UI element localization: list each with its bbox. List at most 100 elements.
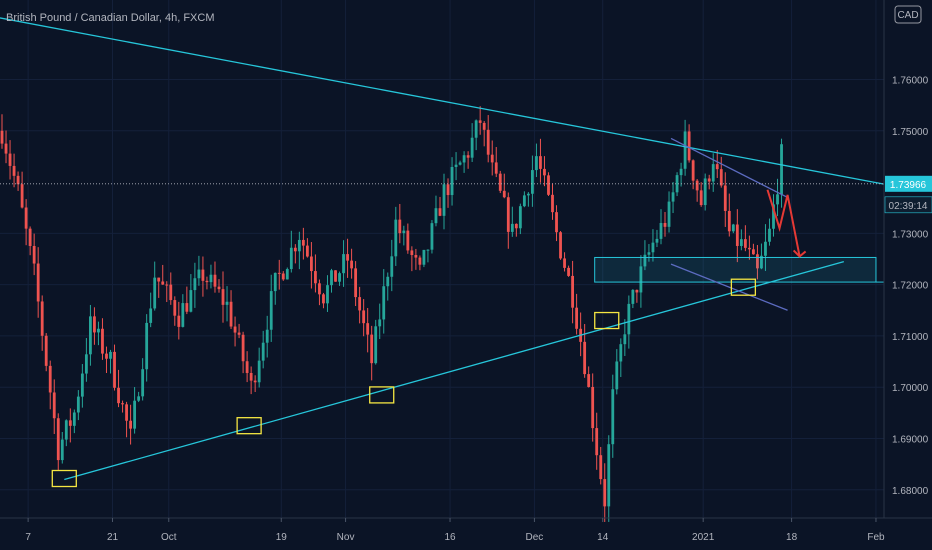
candle-body — [169, 284, 173, 301]
x-axis[interactable]: 7 21 Oct 19 Nov 16 Dec 14 2021 18 Feb — [25, 518, 885, 543]
candle-body — [241, 334, 245, 362]
y-tick-label: 1.71000 — [892, 332, 929, 343]
y-tick-label: 1.76000 — [892, 75, 929, 86]
candle-body — [462, 155, 466, 163]
candle-body — [518, 206, 522, 229]
candle-body — [671, 192, 675, 202]
candle-body — [197, 269, 201, 279]
candle-body — [249, 372, 253, 381]
candle-body — [354, 268, 358, 298]
candle-body — [378, 319, 382, 327]
x-tick-label: Oct — [161, 532, 177, 543]
candle-body — [703, 178, 707, 206]
candle-body — [599, 455, 603, 480]
candle-body — [772, 204, 775, 229]
x-tick-label: 16 — [444, 532, 456, 543]
candle-body — [442, 184, 446, 216]
touch-marker — [369, 386, 395, 404]
x-tick-label: Feb — [867, 532, 885, 543]
candle-body — [760, 255, 763, 269]
candle-body — [683, 131, 687, 169]
candle-body — [619, 344, 623, 362]
candle-body — [338, 273, 341, 282]
candle-body — [233, 326, 237, 333]
candle-body — [0, 130, 4, 144]
candle-body — [756, 254, 759, 269]
y-tick-label: 1.68000 — [892, 486, 929, 497]
candle-body — [502, 190, 506, 198]
candle-body — [229, 301, 233, 327]
candle-body — [261, 342, 265, 361]
candle-body — [603, 479, 607, 507]
candle-body — [551, 194, 554, 213]
candle-body — [591, 386, 595, 429]
candle-body — [141, 369, 145, 397]
forecast-arrow — [766, 189, 801, 257]
candle-body — [189, 290, 193, 312]
candle-body — [643, 254, 647, 267]
candle-body — [161, 281, 165, 285]
markers — [51, 278, 757, 488]
candle-body — [454, 164, 458, 167]
candle-body — [731, 224, 735, 232]
candle-body — [526, 193, 530, 196]
candle-body — [727, 210, 731, 232]
candle-body — [149, 308, 153, 323]
candle-body — [575, 307, 579, 329]
x-tick-label: 19 — [276, 532, 288, 543]
candle-body — [293, 247, 297, 252]
candle-body — [438, 208, 442, 216]
candle-body — [539, 156, 542, 169]
candle-body — [12, 165, 16, 176]
candle-body — [780, 144, 783, 195]
candle-body — [109, 351, 112, 359]
candle-body — [366, 323, 370, 335]
candle-body — [253, 380, 257, 383]
candle-body — [490, 154, 494, 163]
currency-badge[interactable]: CAD — [894, 5, 922, 24]
y-axis[interactable]: 1.76000 1.75000 1.73000 1.72000 1.71000 1.700… — [892, 75, 929, 496]
candle-body — [470, 137, 474, 158]
candle-body — [498, 173, 502, 191]
trendline — [64, 260, 844, 481]
candle-body — [105, 353, 108, 359]
candle-body — [647, 252, 651, 255]
candle-body — [418, 257, 422, 265]
candle-body — [635, 289, 639, 293]
candle-body — [322, 294, 325, 304]
candle-body — [36, 263, 40, 302]
candle-body — [277, 272, 281, 274]
y-tick-label: 1.75000 — [892, 127, 929, 138]
candle-body — [285, 269, 289, 280]
candle-body — [752, 249, 755, 255]
chart-title: British Pound / Canadian Dollar, 4h, FXC… — [6, 12, 215, 24]
candle-body — [406, 230, 410, 251]
candle-body — [723, 185, 727, 211]
candle-body — [667, 201, 671, 227]
candle-body — [522, 195, 526, 207]
candle-body — [24, 207, 28, 229]
candle-body — [414, 255, 418, 258]
candle-body — [84, 354, 88, 374]
candle-body — [571, 275, 574, 308]
touch-marker — [730, 278, 757, 296]
candle-body — [615, 361, 619, 390]
candle-body — [398, 219, 402, 234]
candle-body — [89, 316, 92, 355]
candle-body — [101, 328, 104, 354]
candle-body — [719, 169, 723, 186]
candle-body — [40, 301, 44, 336]
candle-body — [265, 329, 269, 343]
candle-body — [237, 332, 241, 335]
candle-body — [201, 269, 205, 281]
candle-body — [165, 284, 169, 286]
candle-body — [466, 155, 470, 158]
candle-body — [80, 373, 84, 397]
candle-body — [482, 122, 486, 130]
candle-body — [16, 175, 20, 185]
candle-body — [764, 241, 767, 256]
candle-body — [32, 245, 36, 264]
last-price-tag: 1.73966 02:39:14 — [884, 175, 932, 214]
